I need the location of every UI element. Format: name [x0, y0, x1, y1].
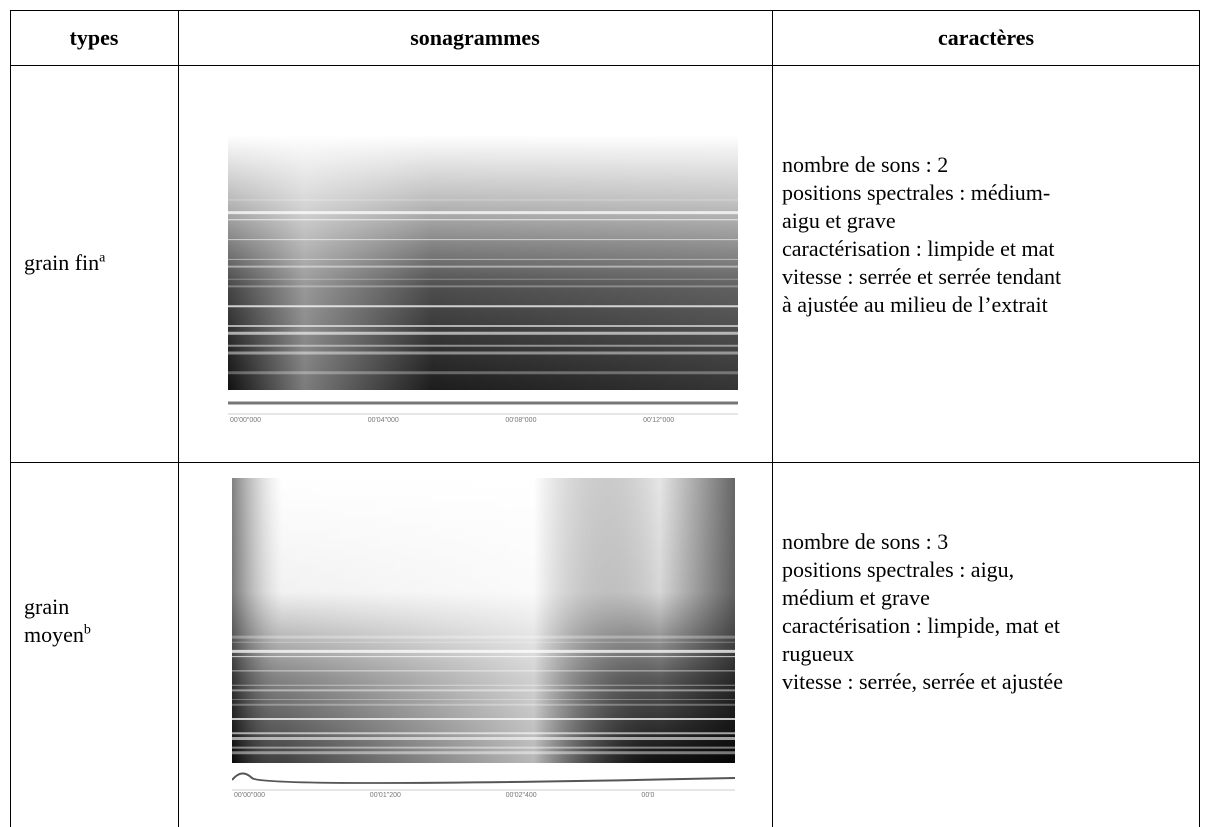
character-line: aigu et grave: [782, 207, 1197, 235]
rule: [772, 10, 773, 827]
type-line: grain fina: [24, 249, 174, 277]
time-label: 00'00"000: [234, 792, 265, 799]
header-cell: sonagrammes: [178, 10, 772, 65]
sonagram: 00'00"000 00'01"200 00'02"400 00'0: [232, 478, 738, 808]
character-line: nombre de sons : 2: [782, 151, 1197, 179]
rule: [178, 10, 179, 827]
rule: [1199, 10, 1200, 827]
note-mark: a: [99, 251, 105, 266]
character-line: vitesse : serrée, serrée et ajustée: [782, 668, 1197, 696]
type-cell: grain fina: [24, 249, 174, 277]
rule: [10, 65, 1200, 66]
type-line: moyenb: [24, 621, 174, 649]
time-label: 00'12"000: [643, 417, 674, 424]
character-line: caractérisation : limpide et mat: [782, 235, 1197, 263]
note-mark: b: [84, 623, 91, 638]
header-cell: types: [10, 10, 178, 65]
time-label: 00'01"200: [370, 792, 401, 799]
header-cell: caractères: [772, 10, 1200, 65]
type-text: grain fin: [24, 250, 99, 275]
type-text: grain: [24, 594, 69, 619]
time-label: 00'04"000: [368, 417, 399, 424]
character-line: médium et grave: [782, 584, 1197, 612]
time-label: 00'0: [641, 792, 654, 799]
character-line: nombre de sons : 3: [782, 528, 1197, 556]
type-text: moyen: [24, 622, 84, 647]
character-line: caractérisation : limpide, mat et: [782, 612, 1197, 640]
time-label: 00'00"000: [230, 417, 261, 424]
time-label: 00'08"000: [505, 417, 536, 424]
character-line: vitesse : serrée et serrée tendant: [782, 263, 1197, 291]
time-label: 00'02"400: [506, 792, 537, 799]
character-line: à ajustée au milieu de l’extrait: [782, 291, 1197, 319]
type-line: grain: [24, 593, 174, 621]
character-line: rugueux: [782, 640, 1197, 668]
page: types sonagrammes caractères 00'00"00000…: [0, 0, 1210, 827]
sonagram: 00'00"000 00'04"000 00'08"000 00'12"000: [228, 130, 740, 430]
rule: [10, 462, 1200, 463]
rule: [10, 10, 11, 827]
character-line: positions spectrales : aigu,: [782, 556, 1197, 584]
character-line: positions spectrales : médium-: [782, 179, 1197, 207]
